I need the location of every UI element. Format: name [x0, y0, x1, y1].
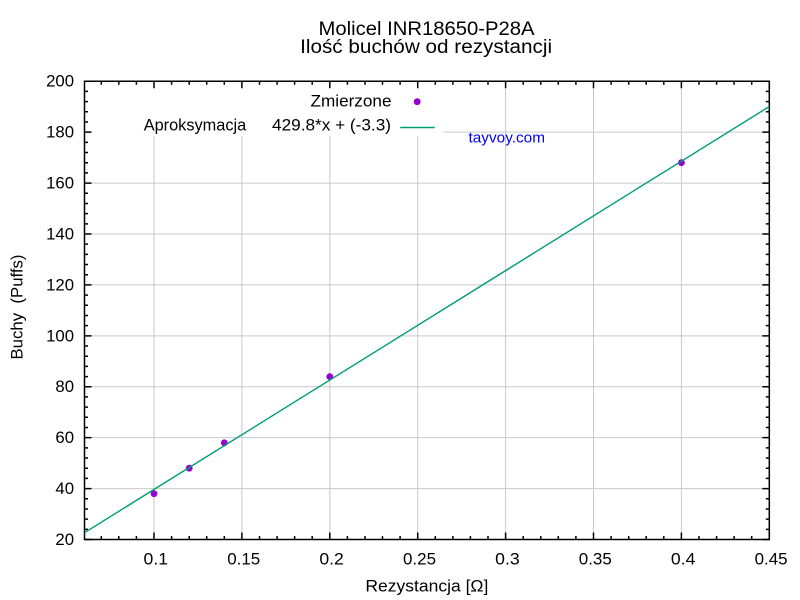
- svg-text:Rezystancja [Ω]: Rezystancja [Ω]: [365, 577, 488, 596]
- svg-text:0.4: 0.4: [671, 550, 696, 569]
- svg-text:80: 80: [55, 377, 74, 396]
- svg-text:Molicel INR18650-P28A: Molicel INR18650-P28A: [319, 19, 535, 40]
- svg-text:0.1: 0.1: [144, 550, 169, 569]
- svg-text:Ilość buchów od rezystancji: Ilość buchów od rezystancji: [300, 37, 552, 58]
- svg-text:60: 60: [55, 428, 74, 447]
- svg-text:429.8*x + (-3.3): 429.8*x + (-3.3): [272, 116, 391, 135]
- svg-text:Zmierzone: Zmierzone: [311, 92, 392, 111]
- svg-text:Aproksymacja: Aproksymacja: [144, 116, 247, 135]
- svg-text:0.25: 0.25: [403, 550, 436, 569]
- svg-text:0.2: 0.2: [319, 550, 344, 569]
- svg-text:40: 40: [55, 479, 74, 498]
- svg-text:180: 180: [46, 123, 74, 142]
- svg-text:120: 120: [46, 275, 74, 294]
- svg-text:100: 100: [46, 326, 74, 345]
- svg-text:20: 20: [55, 530, 74, 549]
- svg-text:0.45: 0.45: [755, 550, 788, 569]
- svg-text:160: 160: [46, 174, 74, 193]
- svg-text:140: 140: [46, 224, 74, 243]
- svg-text:0.35: 0.35: [579, 550, 612, 569]
- svg-text:0.15: 0.15: [227, 550, 260, 569]
- svg-text:Buchy (Puffs): Buchy (Puffs): [8, 255, 27, 360]
- svg-text:tayvoy.com: tayvoy.com: [469, 130, 546, 147]
- svg-text:200: 200: [46, 72, 74, 91]
- svg-text:0.3: 0.3: [495, 550, 520, 569]
